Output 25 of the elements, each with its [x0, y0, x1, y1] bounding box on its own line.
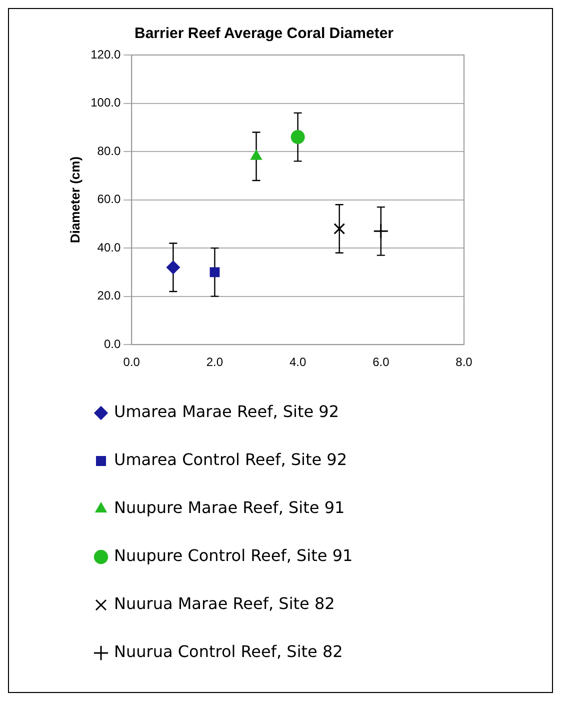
point — [166, 260, 180, 274]
point — [373, 223, 389, 239]
x-tick-label: 4.0 — [289, 355, 306, 370]
y-tick-label: 40.0 — [97, 240, 121, 254]
point — [210, 267, 220, 278]
legend-label: Nuurua Marae Reef, Site 82 — [114, 594, 335, 614]
x-tick-label: 2.0 — [206, 355, 224, 370]
legend-label: Umarea Control Reef, Site 92 — [114, 450, 348, 470]
y-axis-title: Diameter (cm) — [67, 156, 82, 244]
y-tick-label: 0.0 — [104, 336, 121, 351]
y-tick-label: 60.0 — [97, 192, 121, 206]
x-tick-label: 8.0 — [456, 355, 473, 370]
x-tick-label: 0.0 — [123, 355, 140, 370]
legend-label: Umarea Marae Reef, Site 92 — [114, 402, 340, 422]
x-tick-label: 6.0 — [372, 355, 390, 370]
chart-title: Barrier Reef Average Coral Diameter — [134, 25, 394, 42]
y-tick-label: 20.0 — [97, 288, 121, 303]
point — [290, 130, 305, 144]
y-tick-label: 80.0 — [97, 144, 121, 158]
legend-label: Nuupure Control Reef, Site 91 — [114, 546, 353, 566]
point — [334, 223, 346, 234]
y-tick-label: 100.0 — [90, 96, 121, 110]
legend-label: Nuurua Control Reef, Site 82 — [114, 642, 343, 662]
legend-label: Nuupure Marae Reef, Site 91 — [114, 498, 345, 518]
y-tick-label: 120.0 — [90, 47, 121, 62]
